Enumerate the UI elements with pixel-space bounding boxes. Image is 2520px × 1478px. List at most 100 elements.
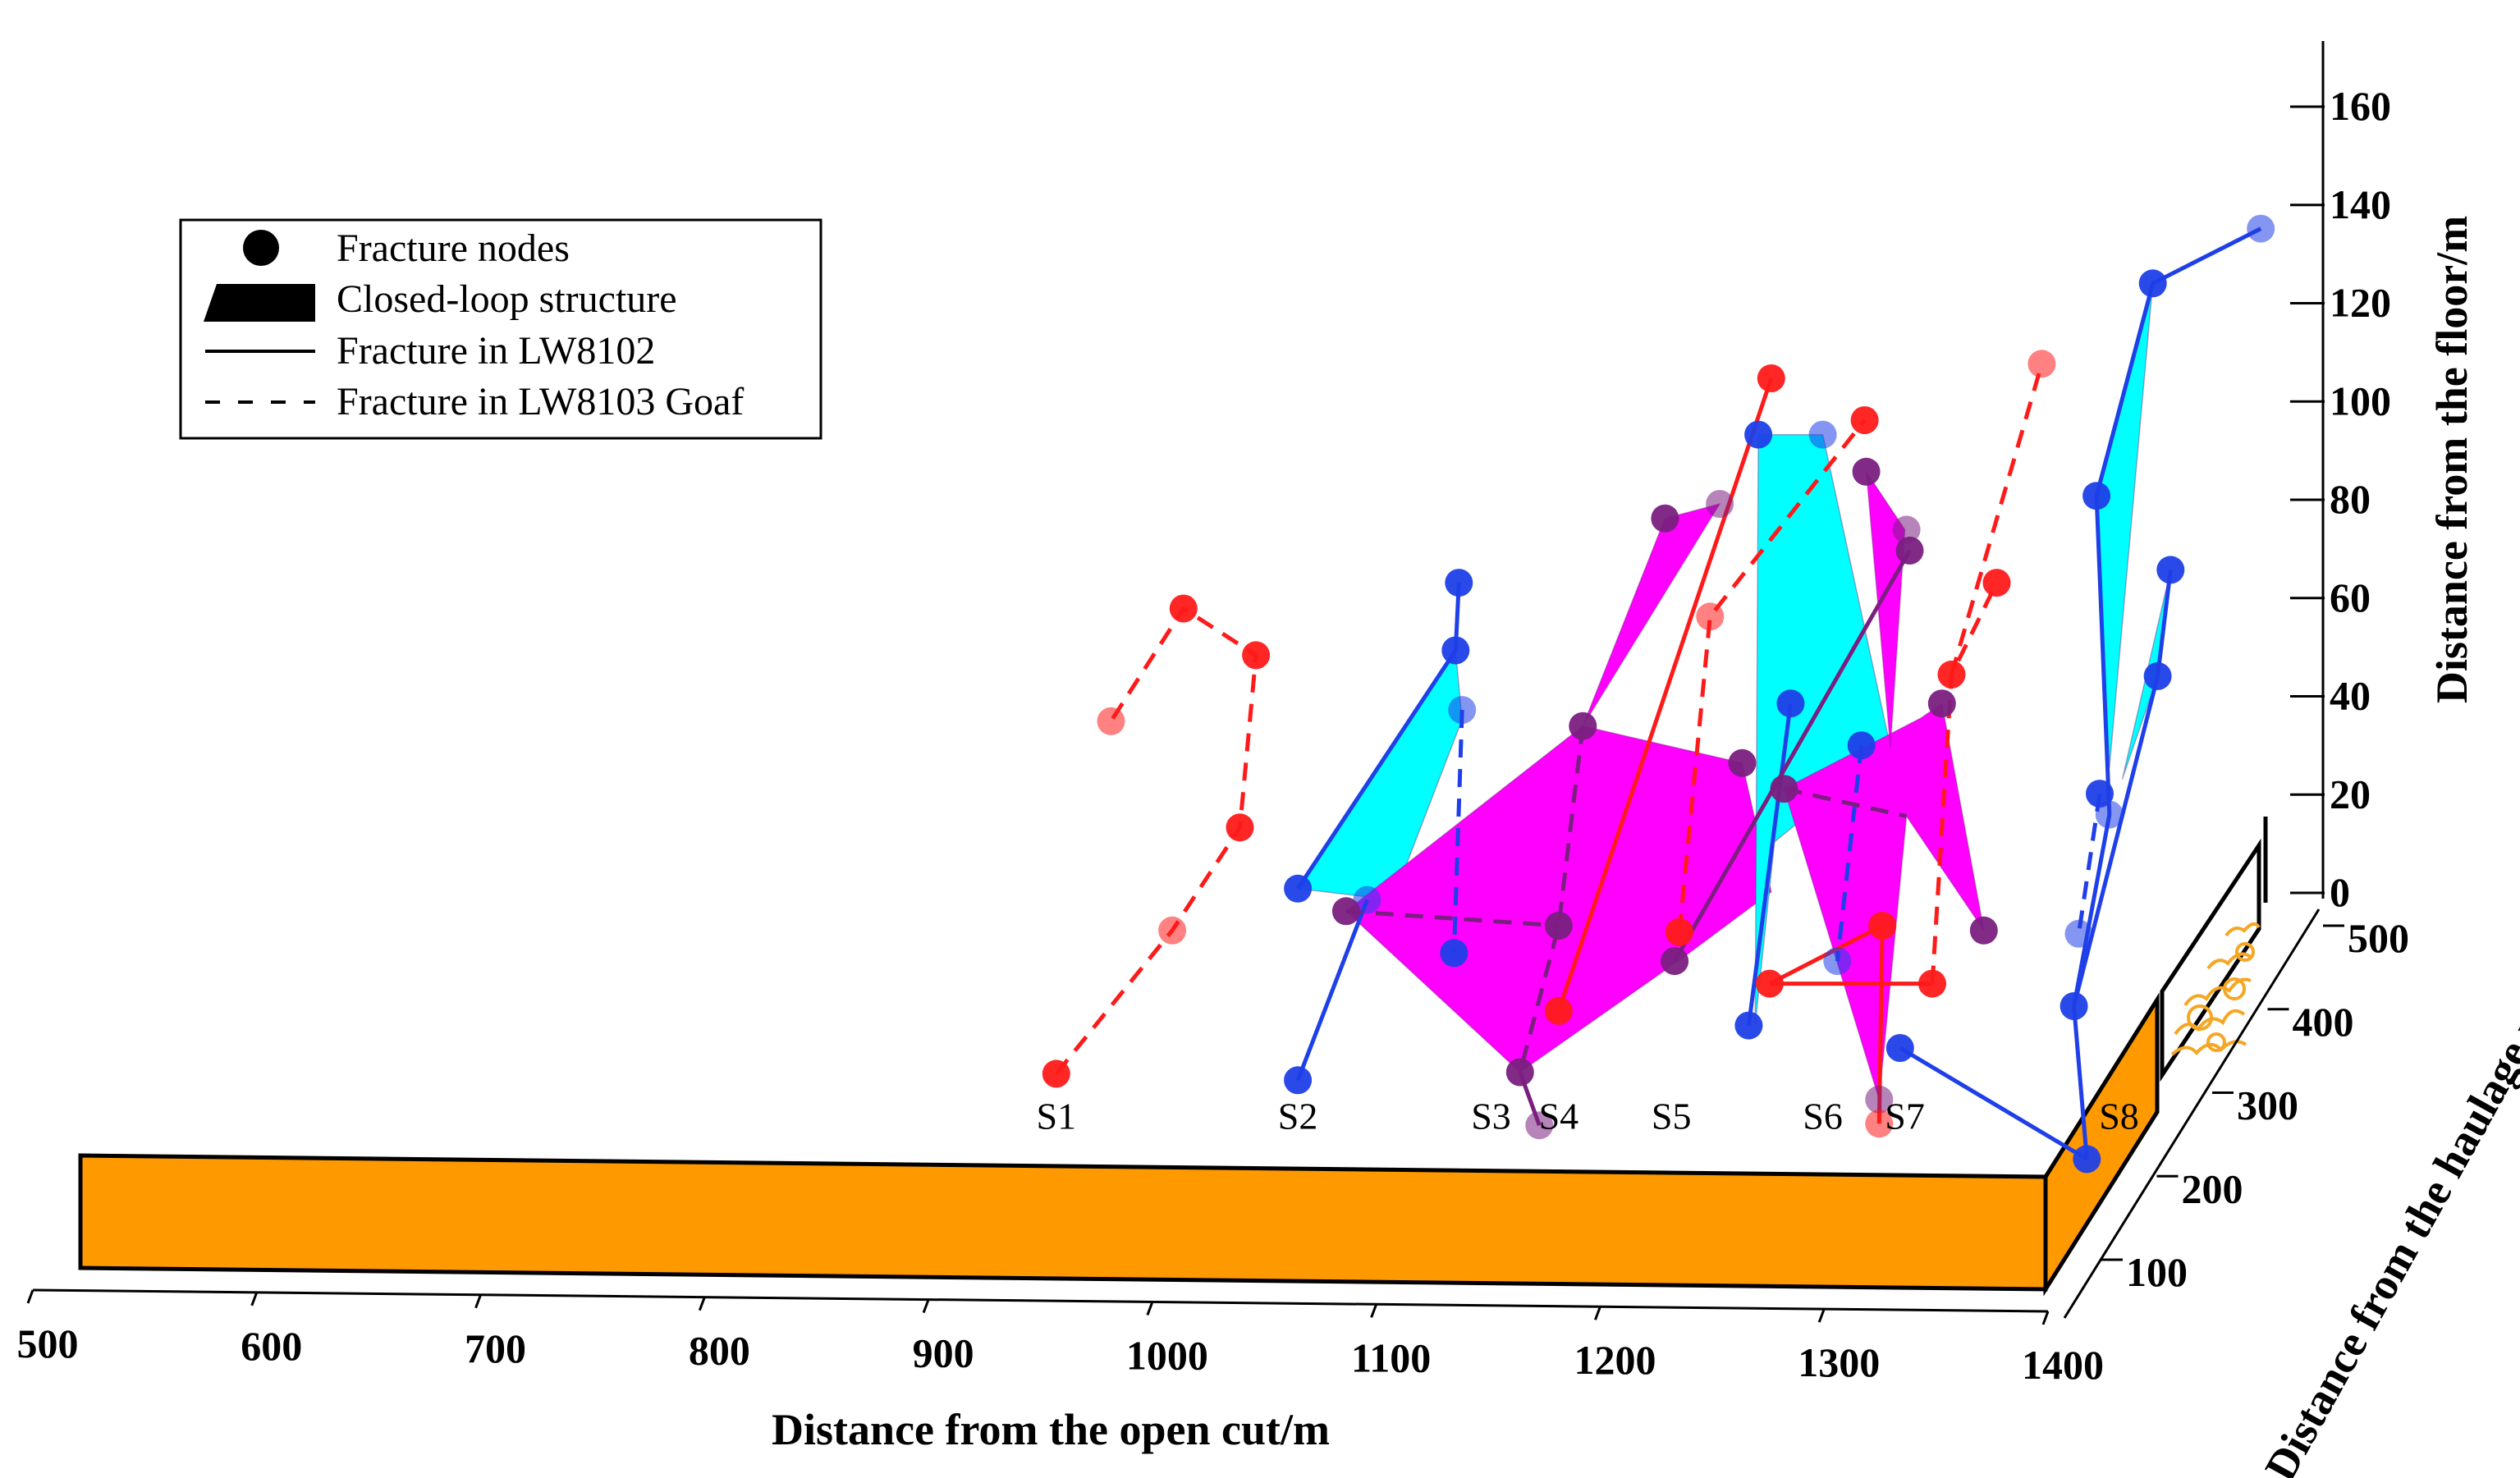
fracture-node-s7 (1885, 1034, 1914, 1062)
series-label-s6: S6 (1803, 1096, 1843, 1137)
fracture-lines (1054, 227, 2262, 1161)
fracture-node-s5 (1734, 1011, 1763, 1040)
series-label-s3: S3 (1471, 1096, 1511, 1137)
x-tick-label: 1200 (1574, 1337, 1656, 1383)
fracture-node-s7 (1937, 660, 1966, 689)
fracture-nodes (1042, 214, 2275, 1174)
fracture-s2 (1451, 710, 1464, 954)
x-tick-label: 1000 (1126, 1332, 1208, 1378)
fracture-node-s8 (2095, 800, 2124, 829)
x-tick-mark (1146, 1301, 1154, 1316)
x-tick-label: 500 (17, 1320, 79, 1366)
x-tick-label: 600 (241, 1323, 302, 1369)
fracture-node-s3 (1569, 712, 1597, 740)
x-tick-label: 800 (689, 1328, 750, 1374)
x-tick-label: 1400 (2022, 1342, 2104, 1388)
fracture-node-s6 (1865, 1085, 1894, 1114)
z-tick-label: 20 (2330, 771, 2371, 817)
fracture-node-s8 (2138, 269, 2167, 298)
series-label-s2: S2 (1278, 1096, 1318, 1137)
fracture-node-s5 (1895, 536, 1924, 565)
fracture-node-s2 (1445, 569, 1473, 597)
fracture-s3 (1518, 725, 1585, 1073)
fracture-node-s2 (1440, 939, 1468, 968)
z-tick-label: 140 (2330, 181, 2391, 227)
series-label-s8: S8 (2099, 1096, 2139, 1137)
fracture-s1 (1054, 606, 1258, 1075)
fracture-s2 (1295, 899, 1369, 1082)
y-tick-label: 100 (2126, 1249, 2188, 1295)
z-tick-label: 80 (2330, 476, 2371, 522)
fracture-node-s6 (1865, 1110, 1894, 1138)
fracture-s5 (1672, 549, 1912, 963)
x-tick-mark (698, 1297, 706, 1311)
legend-box (179, 218, 822, 440)
z-tick-label: 40 (2330, 673, 2371, 719)
x-tick-mark (26, 1289, 34, 1304)
fracture-node-s8 (2064, 919, 2093, 948)
series-label-s1: S1 (1037, 1096, 1077, 1137)
fracture-s5 (1835, 744, 1864, 962)
legend-label-lw8103: Fracture in LW8103 Goaf (337, 380, 744, 423)
z-tick-label: 0 (2330, 869, 2350, 915)
coal-seam-block (78, 817, 2268, 1297)
y-tick-label: 400 (2293, 999, 2354, 1045)
fracture-node-s3 (1651, 504, 1679, 533)
fracture-node-s8 (2247, 214, 2275, 243)
fracture-node-s3 (1544, 912, 1573, 940)
legend: Fracture nodes Closed-loop structure Fra… (179, 218, 822, 440)
fracture-node-s8 (2082, 482, 2111, 510)
fracture-node-s5 (1823, 947, 1852, 976)
legend-area-symbol (204, 284, 315, 322)
fracture-node-s8 (2156, 556, 2185, 584)
fracture-node-s4 (1757, 364, 1785, 392)
series-label-s5: S5 (1652, 1096, 1692, 1137)
fracture-node-s1 (1242, 641, 1271, 670)
x-tick-mark (1594, 1306, 1601, 1320)
x-tick-mark (250, 1292, 259, 1306)
fracture-node-s4 (1665, 917, 1693, 946)
fracture-node-s7 (2073, 1145, 2101, 1174)
fracture-node-s3 (1728, 748, 1757, 777)
x-tick-mark (2041, 1311, 2050, 1325)
fracture-s8 (2077, 793, 2102, 935)
z-tick-label: 100 (2330, 378, 2391, 423)
fracture-node-s4 (1544, 996, 1573, 1025)
fracture-node-s3 (1525, 1111, 1554, 1140)
fracture-node-s1 (1169, 594, 1198, 623)
z-tick-label: 120 (2330, 280, 2391, 326)
fracture-node-s4 (1696, 602, 1725, 631)
fracture-node-s3 (1706, 490, 1734, 518)
fracture-node-s7 (2027, 350, 2056, 378)
y-tick-label: 200 (2182, 1165, 2243, 1211)
fracture-node-s5 (1808, 420, 1837, 449)
fracture-s6 (1783, 786, 1908, 819)
fracture-node-s2 (1284, 1066, 1313, 1095)
fracture-node-s6 (1927, 689, 1956, 718)
fracture-node-s8 (2060, 992, 2088, 1020)
fracture-node-s8 (2086, 780, 2114, 808)
fracture-node-s5 (1776, 689, 1805, 718)
x-tick-label: 900 (913, 1330, 974, 1376)
fracture-s7 (1950, 363, 2044, 675)
series-label-s7: S7 (1885, 1096, 1925, 1137)
series-labels: S1 S2 S3 S4 S5 S6 S7 S8 (1037, 1096, 2139, 1137)
fracture-node-s6 (1892, 515, 1921, 544)
fracture-node-s1 (1158, 916, 1187, 945)
fracture-node-s2 (1441, 636, 1470, 665)
fracture-s7 (1899, 1046, 2088, 1161)
fracture-node-s6 (1868, 912, 1897, 940)
x-tick-mark (1817, 1308, 1826, 1323)
fracture-node-s2 (1448, 696, 1477, 725)
x-tick-mark (922, 1299, 930, 1314)
closed-loop-s3 (1582, 502, 1721, 727)
fracture-node-s8 (2143, 661, 2172, 690)
fracture-node-s5 (1661, 947, 1689, 976)
x-tick-mark (474, 1294, 482, 1309)
legend-label-nodes: Fracture nodes (337, 227, 570, 270)
coal-seam-front (78, 1153, 2048, 1292)
fracture-node-s2 (1353, 885, 1381, 914)
fracture-node-s2 (1284, 874, 1313, 903)
